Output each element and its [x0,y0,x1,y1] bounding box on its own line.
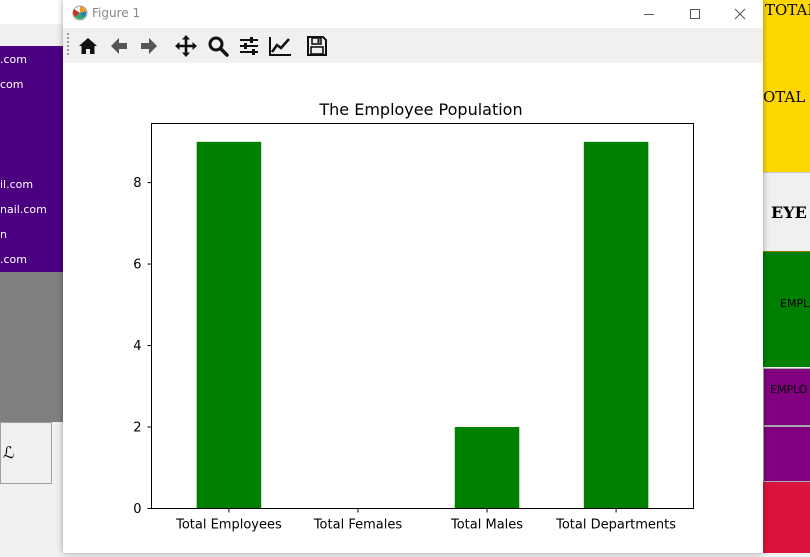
navigation-toolbar [63,28,763,64]
title-bar[interactable]: Figure 1 [63,0,763,28]
background-app-left: .com com il.com nail.com n .com ℒ [0,0,63,553]
employee-purple-label: EMPLO [770,383,808,396]
maximize-button[interactable] [672,0,718,28]
y-tick-label: 0 [133,502,141,517]
background-button[interactable]: ℒ [0,422,52,484]
bar-total-departments [583,141,649,509]
maximize-icon [690,9,700,19]
y-tick-label: 8 [133,176,141,191]
figure-canvas: The Employee Population 0 2 4 6 8 Total Empl… [63,63,763,553]
bar-chart: The Employee Population 0 2 4 6 8 Total Empl… [133,100,694,533]
background-grey-panel [0,272,63,422]
y-tick-label: 4 [133,339,141,354]
y-tick-label: 6 [133,258,141,273]
home-button[interactable] [74,32,102,60]
x-tick-label: Total Females [313,518,402,533]
total-card: TOTAL OTAL I [763,0,810,172]
chart-title: The Employee Population [318,100,522,119]
email-fragment: .com [0,53,27,66]
background-button-label: ℒ [3,443,15,462]
toolbar-grip [67,33,69,57]
minimize-icon [644,14,654,15]
edit-axis-icon [269,37,291,56]
x-tick-label: Total Departments [555,518,676,533]
minimize-button[interactable] [626,0,672,28]
pan-button[interactable] [172,32,200,60]
employee-green-button[interactable]: EMPL [763,252,810,367]
zoom-button[interactable] [204,32,232,60]
configure-subplots-button[interactable] [235,32,263,60]
home-icon [79,38,97,54]
figure-window: Figure 1 [63,0,763,553]
back-icon [111,38,127,54]
back-button[interactable] [105,32,133,60]
forward-button[interactable] [135,32,163,60]
employee-green-label: EMPL [780,297,810,310]
pan-icon [175,35,197,57]
x-tick-label: Total Employees [175,518,282,533]
total-label-2: OTAL I [763,88,810,106]
save-button[interactable] [303,32,331,60]
plot-frame [151,123,694,509]
zoom-icon [208,36,229,57]
eye-label: EYE [771,203,807,222]
purple-button[interactable] [763,426,810,482]
employee-purple-button[interactable]: EMPLO [763,368,810,426]
total-label: TOTAL [765,1,810,19]
email-fragment: nail.com [0,203,47,216]
window-title: Figure 1 [92,6,141,20]
bar-total-males [454,427,520,509]
background-email-panel [0,46,63,272]
forward-icon [141,38,157,54]
background-app-right: TOTAL OTAL I EYE EMPL EMPLO [763,0,810,553]
background-strip [0,0,63,24]
eye-card: EYE [763,172,810,253]
red-button[interactable] [763,482,810,553]
email-fragment: il.com [0,178,34,191]
close-icon [734,8,746,20]
email-fragment: com [0,78,24,91]
x-tick-label: Total Males [450,518,523,533]
matplotlib-icon [72,5,88,21]
email-fragment: n [0,228,7,241]
save-icon [307,36,327,56]
close-button[interactable] [717,0,763,28]
email-fragment: .com [0,253,27,266]
y-tick-label: 2 [133,421,141,436]
configure-subplots-icon [240,37,258,55]
bar-total-employees [196,141,262,509]
edit-axis-button[interactable] [266,32,294,60]
